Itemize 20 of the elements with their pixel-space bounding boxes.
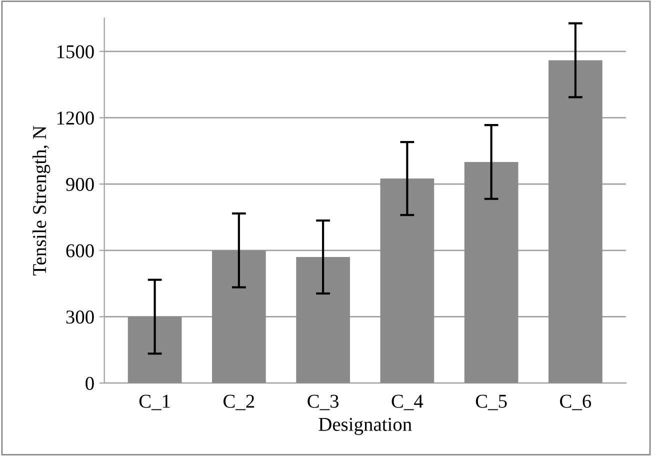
bar [464,162,518,384]
y-axis-title: Tensile Strength, N [32,126,50,276]
y-tick-label: 1200 [57,112,94,125]
y-tick-label: 900 [66,178,94,191]
bar [128,316,182,384]
x-tick-label: C_5 [476,394,507,410]
bar [212,250,266,384]
x-tick-label: C_1 [139,394,170,410]
x-tick-label: C_6 [560,394,592,410]
x-tick-label: C_3 [308,394,338,410]
bar [548,60,602,384]
y-tick-label: 600 [66,244,94,258]
y-tick-label: 300 [66,310,94,324]
x-axis-title: Designation [318,418,412,435]
bar [380,178,434,384]
x-tick-label: C_2 [224,394,254,410]
y-tick-label: 1500 [57,45,94,58]
x-tick-label: C_4 [392,394,424,410]
bar [296,257,350,384]
y-tick-label: 0 [86,376,94,390]
